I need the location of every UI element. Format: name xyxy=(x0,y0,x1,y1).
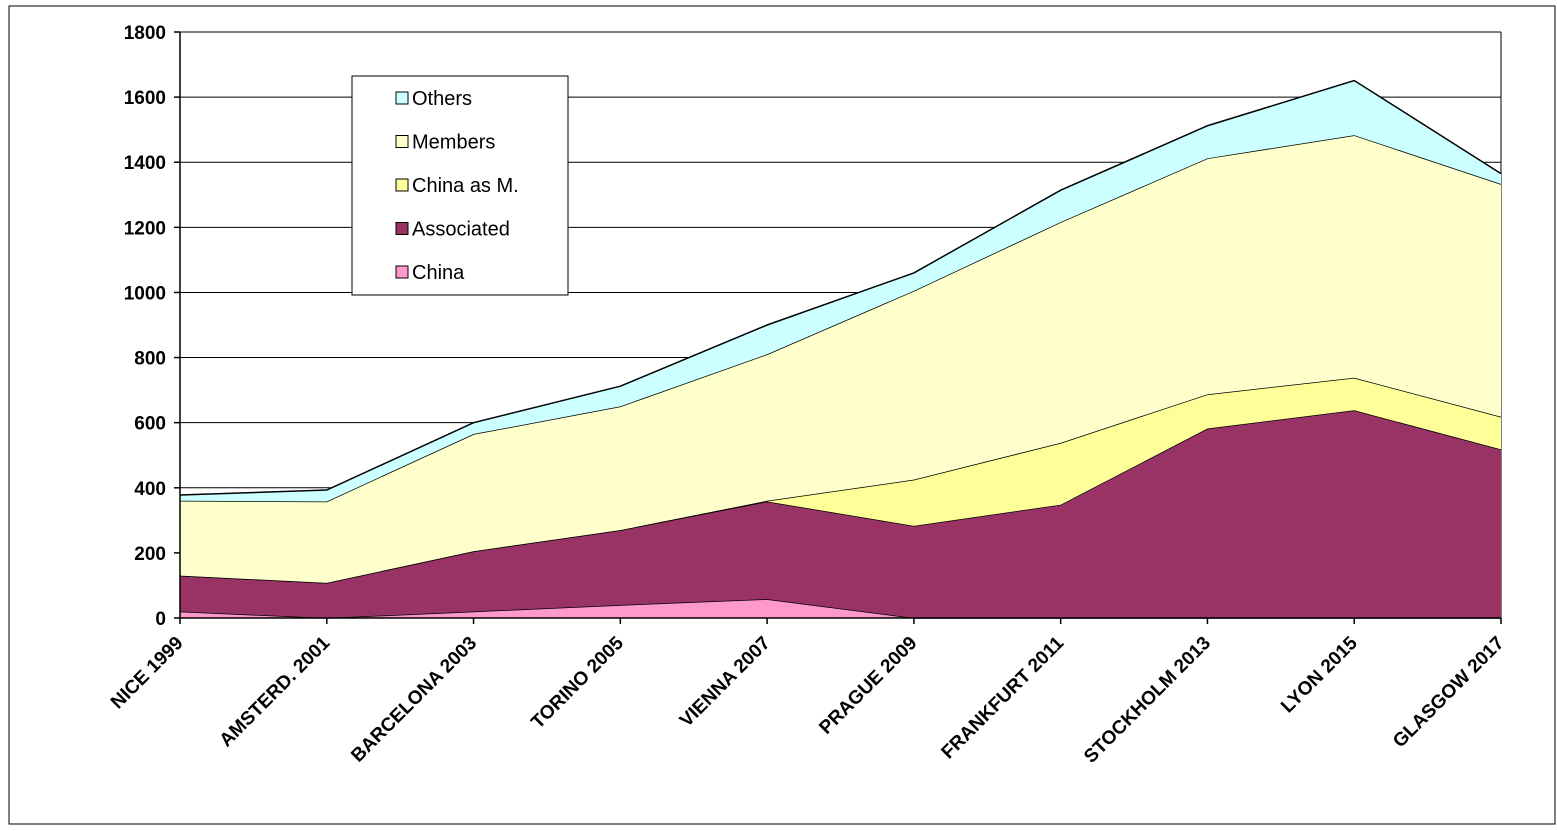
legend: Others Members China as M. Associated China xyxy=(351,75,569,296)
legend-label-china-as-m: China as M. xyxy=(412,175,519,197)
legend-label-members: Members xyxy=(412,132,495,154)
y-tick-label: 1000 xyxy=(124,283,166,304)
area-others xyxy=(180,80,1501,502)
legend-label-associated: Associated xyxy=(412,219,510,241)
y-tick-label: 200 xyxy=(134,544,166,565)
y-tick-label: 1800 xyxy=(124,23,166,44)
series-line-others xyxy=(179,79,1502,496)
y-tick-label: 600 xyxy=(134,414,166,435)
y-tick-label: 800 xyxy=(134,349,166,370)
legend-swatch-others xyxy=(395,91,409,105)
area-series xyxy=(179,79,1502,619)
legend-label-others: Others xyxy=(412,88,472,110)
y-tick-labels: 0 200 400 600 800 1000 1200 1400 1600 1800 xyxy=(124,23,166,630)
legend-swatch-china xyxy=(395,265,409,279)
y-tick-label: 0 xyxy=(155,609,166,630)
legend-swatch-associated xyxy=(395,222,409,235)
area-china-as-m xyxy=(180,377,1501,583)
area-members xyxy=(180,135,1501,583)
legend-label-china: China xyxy=(412,262,465,284)
y-tick-label: 400 xyxy=(134,479,166,500)
legend-box xyxy=(351,75,569,296)
y-tick-label: 1600 xyxy=(124,88,166,109)
legend-swatch-members xyxy=(395,135,409,148)
y-tick-label: 1400 xyxy=(124,153,166,174)
axes xyxy=(174,31,1502,624)
legend-swatch-china-as-m xyxy=(395,178,409,192)
y-tick-label: 1200 xyxy=(124,218,166,239)
